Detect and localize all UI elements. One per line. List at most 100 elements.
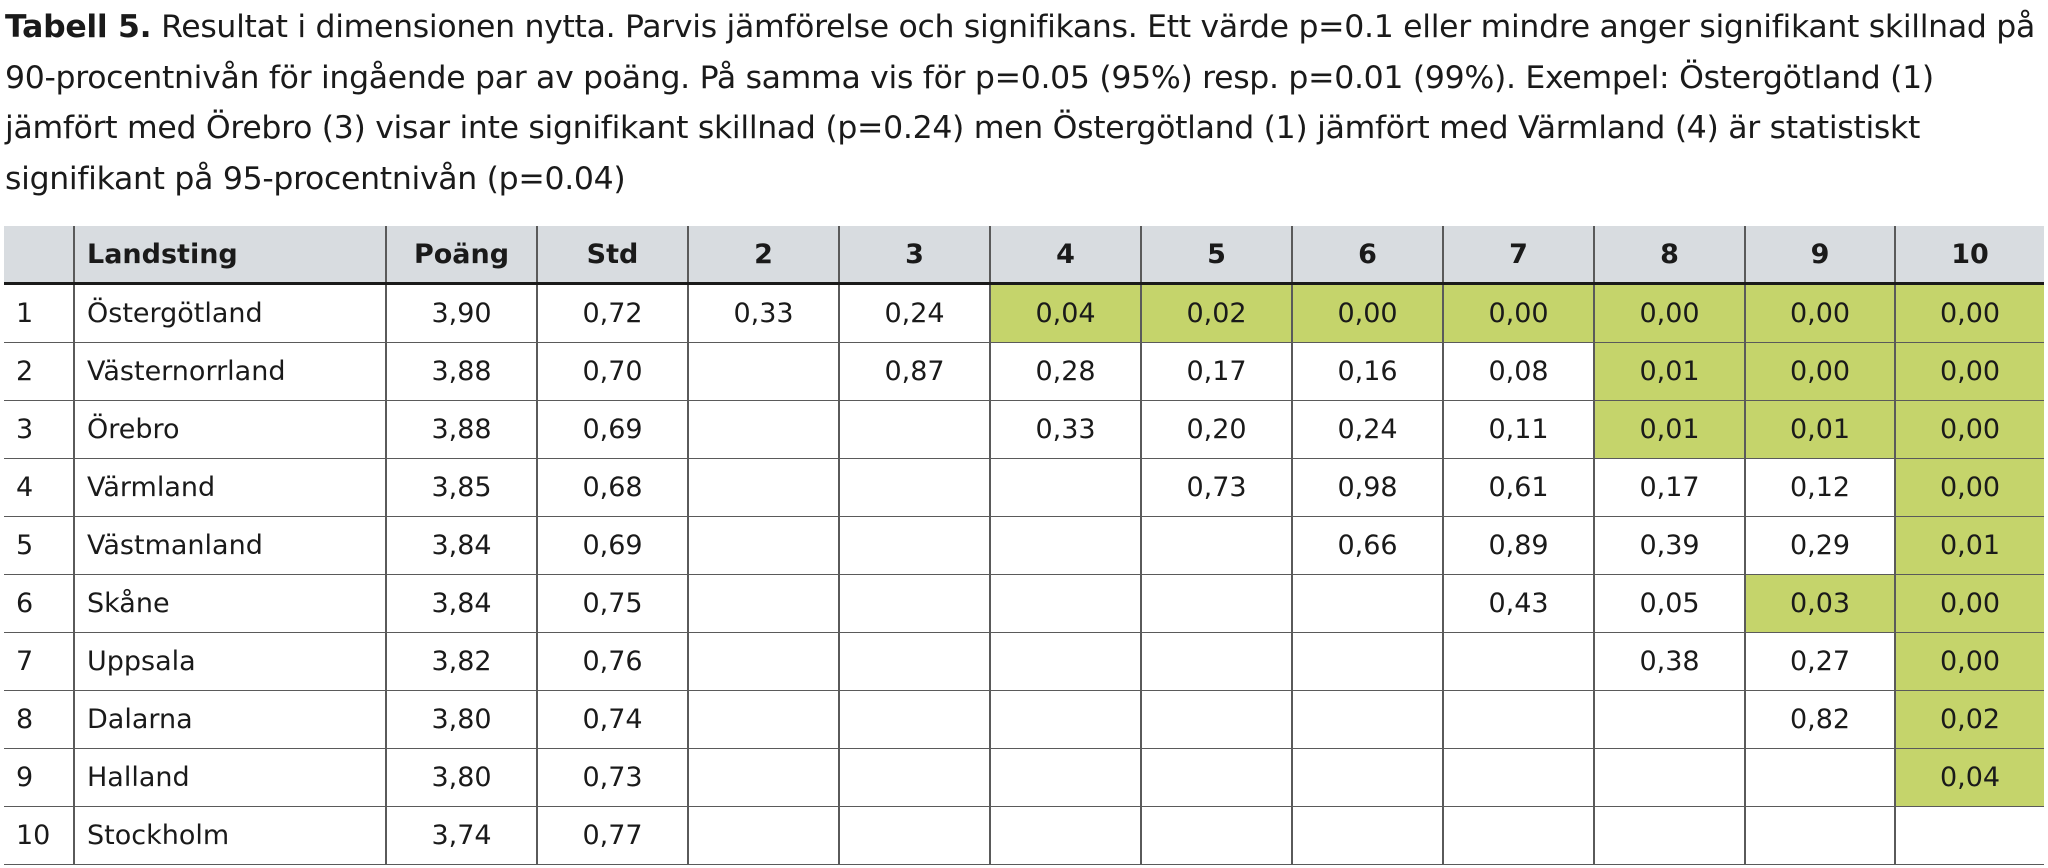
p-value-cell — [839, 574, 991, 633]
p-value-cell — [990, 574, 1142, 633]
p-value-cell: 0,82 — [1745, 690, 1896, 749]
header-cell: 3 — [839, 226, 991, 285]
landsting-name: Västmanland — [74, 516, 387, 575]
row-index: 4 — [4, 458, 75, 517]
p-value-cell: 0,00 — [1895, 574, 2044, 633]
p-value-cell — [1141, 690, 1293, 749]
p-value-cell: 0,00 — [1292, 283, 1444, 343]
p-value-cell: 0,61 — [1443, 458, 1595, 517]
p-value-cell — [688, 574, 840, 633]
p-value-cell: 0,08 — [1443, 342, 1595, 401]
p-value-cell — [990, 632, 1142, 691]
p-value-cell: 0,00 — [1443, 283, 1595, 343]
score-cell: 3,80 — [386, 690, 538, 749]
p-value-cell: 0,05 — [1594, 574, 1746, 633]
row-index: 2 — [4, 342, 75, 401]
p-value-cell — [839, 400, 991, 459]
p-value-cell — [1292, 632, 1444, 691]
p-value-cell — [1443, 690, 1595, 749]
table-row: 4 Värmland 3,85 0,68 0,73 0,98 0,61 0,17 0,12 0,0… — [4, 458, 2044, 517]
p-value-cell — [1895, 806, 2044, 865]
table-row: 10 Stockholm 3,74 0,77 — [4, 806, 2044, 865]
p-value-cell: 0,89 — [1443, 516, 1595, 575]
header-row: Landsting Poäng Std 2 3 4 5 6 7 8 9 10 — [4, 226, 2044, 285]
comparison-table: Landsting Poäng Std 2 3 4 5 6 7 8 9 10 1 Östergötlan… — [4, 226, 2044, 865]
p-value-cell — [839, 690, 991, 749]
caption-text: Resultat i dimensionen nytta. Parvis jäm… — [5, 9, 2035, 197]
p-value-cell — [1443, 806, 1595, 865]
score-cell: 3,85 — [386, 458, 538, 517]
p-value-cell: 0,12 — [1745, 458, 1896, 517]
table-row: 3 Örebro 3,88 0,69 0,33 0,20 0,24 0,11 0,01 0,01 0… — [4, 400, 2044, 459]
p-value-cell: 0,16 — [1292, 342, 1444, 401]
score-cell: 3,84 — [386, 516, 538, 575]
p-value-cell: 0,39 — [1594, 516, 1746, 575]
p-value-cell — [1443, 748, 1595, 807]
p-value-cell: 0,01 — [1745, 400, 1896, 459]
p-value-cell — [688, 632, 840, 691]
p-value-cell — [688, 342, 840, 401]
header-cell: Poäng — [386, 226, 538, 285]
std-cell: 0,76 — [537, 632, 689, 691]
p-value-cell: 0,33 — [990, 400, 1142, 459]
p-value-cell — [990, 806, 1142, 865]
table-row: 8 Dalarna 3,80 0,74 0,82 0,02 — [4, 690, 2044, 749]
p-value-cell — [1292, 690, 1444, 749]
landsting-name: Östergötland — [74, 283, 387, 343]
p-value-cell — [1594, 806, 1746, 865]
p-value-cell — [990, 690, 1142, 749]
p-value-cell: 0,02 — [1141, 283, 1293, 343]
p-value-cell: 0,02 — [1895, 690, 2044, 749]
row-index: 3 — [4, 400, 75, 459]
p-value-cell — [1141, 632, 1293, 691]
p-value-cell — [688, 806, 840, 865]
score-cell: 3,74 — [386, 806, 538, 865]
table-row: 9 Halland 3,80 0,73 0,04 — [4, 748, 2044, 807]
comparison-table-container: Landsting Poäng Std 2 3 4 5 6 7 8 9 10 1 Östergötlan… — [4, 226, 2044, 865]
p-value-cell — [1443, 632, 1595, 691]
p-value-cell — [688, 690, 840, 749]
table-header: Landsting Poäng Std 2 3 4 5 6 7 8 9 10 — [4, 226, 2044, 285]
p-value-cell: 0,00 — [1895, 632, 2044, 691]
p-value-cell — [839, 632, 991, 691]
p-value-cell — [990, 516, 1142, 575]
p-value-cell — [990, 748, 1142, 807]
p-value-cell: 0,01 — [1895, 516, 2044, 575]
p-value-cell: 0,66 — [1292, 516, 1444, 575]
score-cell: 3,80 — [386, 748, 538, 807]
p-value-cell: 0,24 — [1292, 400, 1444, 459]
p-value-cell: 0,28 — [990, 342, 1142, 401]
header-landsting: Landsting — [74, 226, 387, 285]
p-value-cell: 0,29 — [1745, 516, 1896, 575]
p-value-cell — [688, 516, 840, 575]
p-value-cell: 0,01 — [1594, 400, 1746, 459]
p-value-cell: 0,11 — [1443, 400, 1595, 459]
row-index: 7 — [4, 632, 75, 691]
p-value-cell — [990, 458, 1142, 517]
p-value-cell — [839, 458, 991, 517]
caption-lead: Tabell 5. — [5, 9, 152, 45]
p-value-cell: 0,87 — [839, 342, 991, 401]
p-value-cell: 0,38 — [1594, 632, 1746, 691]
header-index — [4, 226, 75, 285]
p-value-cell — [839, 748, 991, 807]
landsting-name: Uppsala — [74, 632, 387, 691]
p-value-cell — [1292, 806, 1444, 865]
p-value-cell — [1594, 690, 1746, 749]
p-value-cell — [839, 806, 991, 865]
score-cell: 3,82 — [386, 632, 538, 691]
p-value-cell — [1745, 806, 1896, 865]
p-value-cell: 0,00 — [1745, 283, 1896, 343]
landsting-name: Västernorrland — [74, 342, 387, 401]
table-row: 6 Skåne 3,84 0,75 0,43 0,05 0,03 0,00 — [4, 574, 2044, 633]
p-value-cell — [1292, 748, 1444, 807]
header-cell: Std — [537, 226, 689, 285]
header-cell: 5 — [1141, 226, 1293, 285]
p-value-cell: 0,24 — [839, 283, 991, 343]
p-value-cell: 0,27 — [1745, 632, 1896, 691]
p-value-cell — [1141, 748, 1293, 807]
p-value-cell: 0,04 — [1895, 748, 2044, 807]
p-value-cell — [688, 458, 840, 517]
landsting-name: Dalarna — [74, 690, 387, 749]
table-row: 5 Västmanland 3,84 0,69 0,66 0,89 0,39 0,29 0,01 — [4, 516, 2044, 575]
